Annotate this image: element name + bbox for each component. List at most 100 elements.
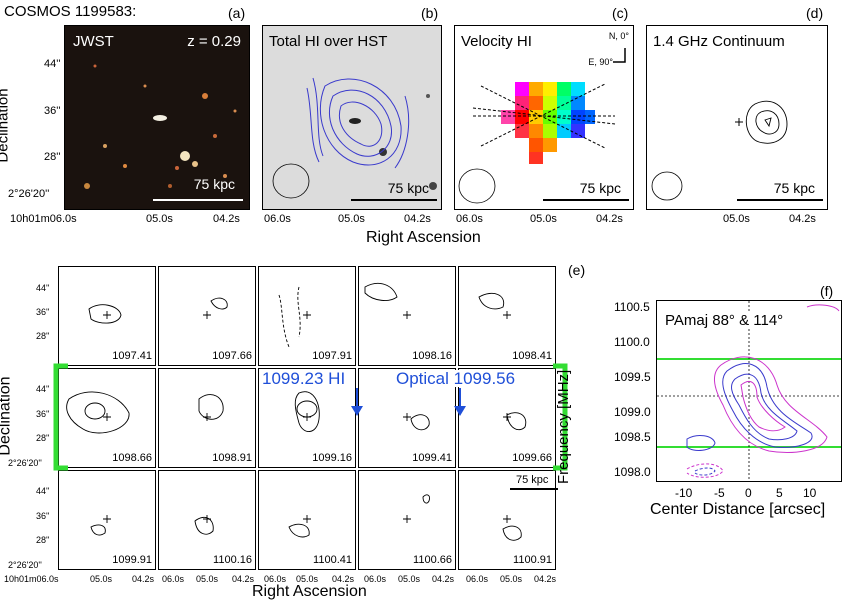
redshift: z = 0.29	[187, 33, 241, 50]
galaxy-field	[84, 64, 237, 189]
channel-frequency: 1097.91	[312, 350, 352, 362]
xtick: 04.2s	[404, 213, 431, 225]
scale-bar	[351, 199, 437, 201]
source-label: COSMOS 1199583:	[4, 3, 137, 20]
channel-frequency: 1099.16	[312, 452, 352, 464]
top-xlabel: Right Ascension	[366, 229, 481, 246]
scale-bar	[153, 199, 243, 201]
xtick: 04.2s	[789, 213, 816, 225]
channel-contours	[364, 283, 411, 319]
xtick: 06.0s	[264, 213, 291, 225]
channel-grid: 1097.41 1097.66 1097.91 1098.16 1098.41 1098.…	[58, 266, 558, 572]
channel-panel: 1100.16	[158, 470, 256, 570]
channel-contours	[194, 515, 214, 535]
channel-panel: 1100.41	[258, 470, 356, 570]
grid-ylabel: Declination	[0, 376, 14, 456]
panel-d-scale: 75 kpc	[773, 180, 815, 196]
xtick: 06.0s	[264, 574, 287, 584]
channel-frequency: 1097.41	[112, 350, 152, 362]
ytick: 1098.5	[614, 430, 651, 444]
ytick: 44''	[44, 58, 61, 70]
channel-panel: 1100.66	[358, 470, 456, 570]
channel-panel: 1100.91	[458, 470, 556, 570]
grid-xlabel: Right Ascension	[252, 583, 367, 600]
compass-east: E, 90°	[588, 57, 613, 67]
channel-contours	[294, 391, 320, 432]
xtick: 04.2s	[432, 574, 455, 584]
channel-frequency: 1098.91	[212, 452, 252, 464]
channel-contours	[278, 286, 311, 348]
channel-contours	[502, 515, 522, 541]
panel-a: JWST z = 0.29 75 kpc	[64, 25, 250, 210]
channel-contours	[203, 297, 228, 319]
channel-frequency: 1100.66	[413, 554, 452, 566]
panel-a-scale: 75 kpc	[193, 176, 235, 192]
panel-d-letter: (d)	[806, 5, 824, 21]
compass-north: N, 0°	[608, 31, 629, 41]
top-ylabel: Declination	[0, 88, 12, 163]
xtick: 05.0s	[146, 213, 173, 225]
xtick: 06.0s	[162, 574, 185, 584]
channel-contours	[198, 394, 224, 421]
channel-panel: 1099.91	[58, 470, 156, 570]
channel-frequency: 1100.41	[313, 554, 352, 566]
xtick: 05.0s	[723, 213, 750, 225]
ytick: 1098.0	[614, 465, 651, 479]
xtick: -5	[714, 486, 725, 500]
channel-contours	[88, 304, 122, 324]
xtick: 05.0s	[530, 213, 557, 225]
ytick: 44''	[36, 283, 50, 293]
ytick: 44''	[36, 486, 50, 496]
panel-d-title: 1.4 GHz Continuum	[653, 33, 785, 50]
ytick: 1099.5	[614, 370, 651, 384]
xtick: 06.0s	[466, 574, 489, 584]
channel-contours	[403, 494, 430, 523]
ytick: 28''	[44, 151, 61, 163]
channel-panel: 1097.41	[58, 266, 156, 366]
channel-frequency: 1099.66	[512, 452, 552, 464]
ytick: 2°26'20''	[8, 458, 42, 468]
ytick: 2°26'20''	[8, 188, 50, 200]
pv-xlabel: Center Distance [arcsec]	[650, 501, 826, 518]
channel-frequency: 1100.16	[213, 554, 252, 566]
scale-bar	[737, 199, 823, 201]
channel-frequency: 1098.41	[512, 350, 552, 362]
ytick: 36''	[36, 409, 50, 419]
pv-ylabel: Frequency [MHz]	[555, 369, 572, 484]
channel-frequency: 1098.16	[412, 350, 452, 362]
channel-panel: 1097.66	[158, 266, 256, 366]
panel-c-title: Velocity HI	[461, 33, 532, 50]
ytick: 28''	[36, 331, 50, 341]
panel-c-letter: (c)	[612, 5, 629, 21]
ytick: 1100.5	[614, 300, 650, 314]
channel-panel: 1098.41	[458, 266, 556, 366]
ytick: 1099.0	[614, 405, 651, 419]
channel-contours	[288, 515, 311, 538]
ytick: 28''	[36, 535, 50, 545]
channel-contours	[478, 293, 511, 319]
panel-c: Velocity HI N, 0° E, 90° 75 kpc	[454, 25, 634, 210]
channel-panel: 1097.91	[258, 266, 356, 366]
xtick: 06.0s	[456, 213, 483, 225]
xtick: 04.2s	[596, 213, 623, 225]
ytick: 36''	[36, 511, 50, 521]
ytick: 44''	[36, 384, 50, 394]
panel-d: 1.4 GHz Continuum 75 kpc	[646, 25, 828, 210]
panel-c-scale: 75 kpc	[579, 180, 621, 196]
velocity-map	[458, 48, 626, 204]
panel-f-letter: (f)	[820, 283, 834, 299]
xtick: 04.2s	[534, 574, 557, 584]
ytick: 2°26'20''	[8, 560, 42, 570]
xtick: 10h01m06.0s	[4, 574, 59, 584]
ytick: 1100.0	[614, 335, 650, 349]
channel-frequency: 1100.91	[513, 554, 552, 566]
scale-bar	[543, 199, 629, 201]
channel-contours	[90, 515, 111, 536]
xtick: 05.0s	[90, 574, 113, 584]
xtick: 05.0s	[196, 574, 219, 584]
optical-annotation: Optical 1099.56	[396, 369, 516, 388]
xtick: 06.0s	[364, 574, 387, 584]
ytick: 36''	[36, 307, 50, 317]
channel-panel: 1098.91	[158, 368, 256, 468]
channel-frequency: 1097.66	[212, 350, 252, 362]
